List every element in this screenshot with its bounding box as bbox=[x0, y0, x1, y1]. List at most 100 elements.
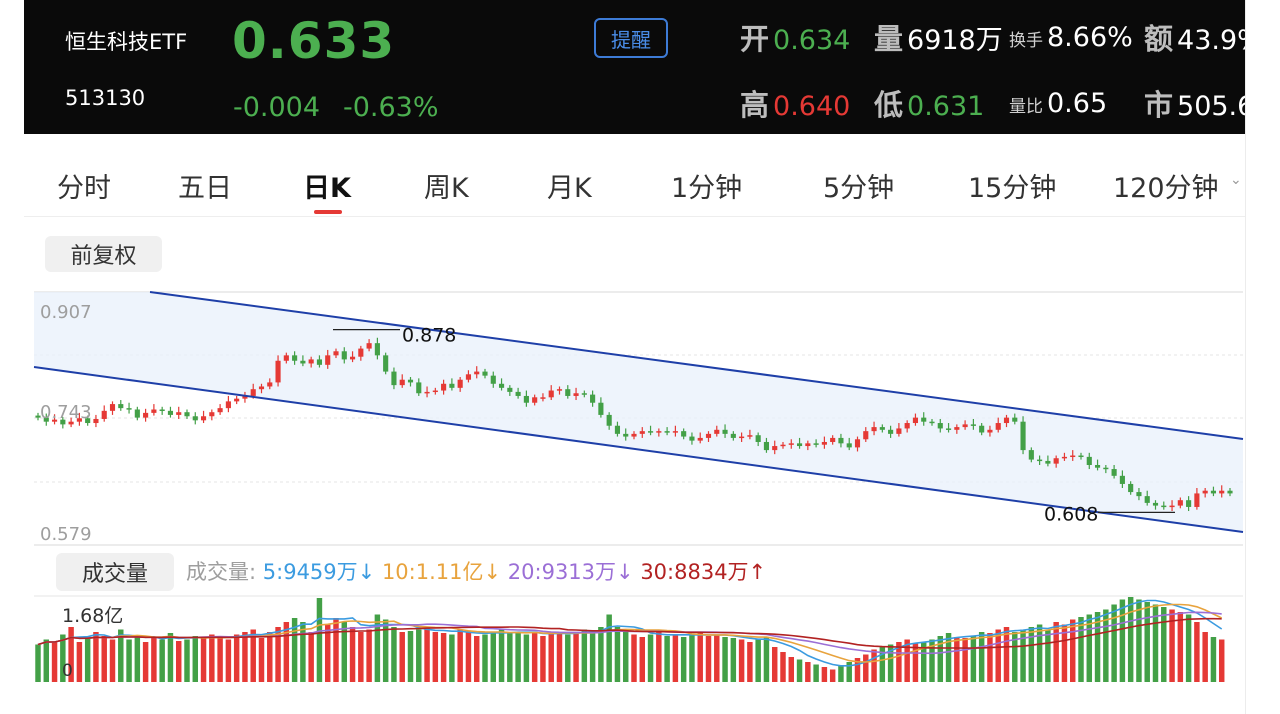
candle bbox=[772, 440, 778, 455]
candle bbox=[623, 428, 629, 441]
tab-five-day[interactable]: 五日 bbox=[178, 173, 232, 204]
candle bbox=[565, 385, 571, 399]
volume-bar bbox=[1094, 612, 1101, 682]
candle bbox=[474, 366, 480, 379]
candle bbox=[846, 437, 852, 451]
volume-bar bbox=[1020, 629, 1026, 682]
candle bbox=[1020, 416, 1026, 455]
volume-bar bbox=[258, 638, 265, 682]
tab-1min[interactable]: 1分钟 bbox=[671, 173, 743, 204]
stat-mktcap-label: 市 bbox=[1144, 88, 1174, 122]
candle bbox=[490, 371, 496, 388]
volume-legend-ma5: 5:9459万↓ bbox=[262, 560, 376, 584]
alert-button[interactable]: 提醒 bbox=[594, 18, 668, 58]
volume-bar bbox=[887, 644, 894, 682]
active-tab-indicator bbox=[314, 210, 342, 214]
volume-bar bbox=[573, 632, 579, 682]
y-axis-label: 0.743 bbox=[40, 402, 92, 423]
volume-bar bbox=[1086, 614, 1093, 682]
candle bbox=[432, 387, 438, 395]
stat-vol-ratio-label: 量比 bbox=[1009, 97, 1043, 117]
stat-low: 低 0.631 bbox=[874, 82, 984, 124]
adjust-button[interactable]: 前复权 bbox=[45, 236, 162, 272]
candle bbox=[987, 425, 993, 437]
candle bbox=[1227, 488, 1233, 497]
candle bbox=[374, 337, 380, 360]
volume-bar bbox=[200, 638, 207, 682]
volume-bar bbox=[316, 598, 323, 682]
volume-bar bbox=[93, 632, 99, 682]
candle bbox=[863, 427, 869, 442]
candle bbox=[1086, 452, 1092, 470]
candle bbox=[614, 421, 621, 437]
volume-ma-lines bbox=[37, 599, 1223, 667]
volume-bar bbox=[672, 634, 679, 682]
volume-bar bbox=[300, 622, 306, 682]
volume-indicator-button[interactable]: 成交量 bbox=[56, 553, 174, 591]
candle bbox=[821, 436, 827, 449]
volume-bar bbox=[382, 619, 389, 682]
volume-bar bbox=[324, 624, 331, 682]
volume-bar bbox=[705, 636, 712, 682]
candle bbox=[457, 377, 463, 392]
stat-amount-label: 额 bbox=[1144, 22, 1174, 56]
volume-bar bbox=[151, 637, 157, 682]
volume-bar bbox=[1161, 607, 1167, 682]
volume-bar bbox=[449, 634, 455, 682]
volume-bar bbox=[1078, 617, 1084, 682]
price-annotations: 0.878 0.608 bbox=[333, 325, 1175, 525]
volume-bar bbox=[159, 639, 165, 682]
channel-lower-line bbox=[33, 366, 1244, 533]
volume-bar bbox=[184, 639, 190, 682]
tab-15min[interactable]: 15分钟 bbox=[968, 173, 1057, 204]
volume-legend-prefix: 成交量: bbox=[186, 560, 257, 584]
volume-bar bbox=[84, 638, 91, 682]
candle bbox=[705, 431, 712, 442]
channel-fill bbox=[34, 292, 1243, 532]
candle bbox=[167, 406, 174, 418]
volume-bar bbox=[341, 622, 348, 682]
tab-120min[interactable]: 120分钟 bbox=[1113, 173, 1219, 204]
stat-turnover: 换手 8.66% bbox=[1009, 22, 1133, 53]
candle bbox=[407, 377, 414, 387]
tab-5min[interactable]: 5分钟 bbox=[823, 173, 895, 204]
tab-daily-k[interactable]: 日K bbox=[303, 173, 351, 204]
candle bbox=[945, 423, 952, 433]
candle bbox=[200, 410, 207, 424]
candle bbox=[35, 412, 41, 421]
volume-bar bbox=[854, 658, 861, 682]
candle bbox=[68, 417, 74, 428]
tab-intraday[interactable]: 分时 bbox=[57, 173, 111, 204]
stat-high-label: 高 bbox=[740, 88, 770, 122]
candle bbox=[664, 427, 670, 436]
volume-bar bbox=[838, 666, 844, 682]
left-gutter bbox=[0, 0, 24, 714]
volume-bar bbox=[639, 637, 646, 682]
volume-bar bbox=[498, 629, 505, 682]
candle bbox=[523, 390, 529, 407]
candle bbox=[540, 393, 546, 402]
tab-monthly-k[interactable]: 月K bbox=[547, 173, 592, 204]
candle bbox=[780, 441, 786, 449]
tab-weekly-k[interactable]: 周K bbox=[424, 173, 469, 204]
annotation-low: 0.608 bbox=[1044, 503, 1098, 525]
chevron-down-icon[interactable]: ⌄ bbox=[1230, 172, 1242, 188]
candle bbox=[1161, 501, 1167, 510]
volume-bar bbox=[1136, 599, 1142, 682]
volume-bar bbox=[531, 632, 538, 682]
volume-bar bbox=[291, 618, 298, 682]
candle bbox=[1111, 464, 1117, 479]
candlestick-chart: 0.907 0.743 0.579 0.878 0.608 bbox=[33, 291, 1244, 546]
volume-bar bbox=[1210, 637, 1217, 682]
volume-bar bbox=[391, 627, 397, 682]
volume-ma5-line bbox=[37, 599, 1223, 667]
candle bbox=[184, 409, 190, 419]
candle bbox=[85, 415, 91, 426]
volume-bar bbox=[358, 632, 364, 682]
volume-bar bbox=[1127, 597, 1134, 682]
volume-bar bbox=[1003, 627, 1010, 682]
volume-bar bbox=[68, 627, 74, 682]
volume-bar bbox=[954, 637, 960, 682]
candle bbox=[1094, 459, 1101, 471]
